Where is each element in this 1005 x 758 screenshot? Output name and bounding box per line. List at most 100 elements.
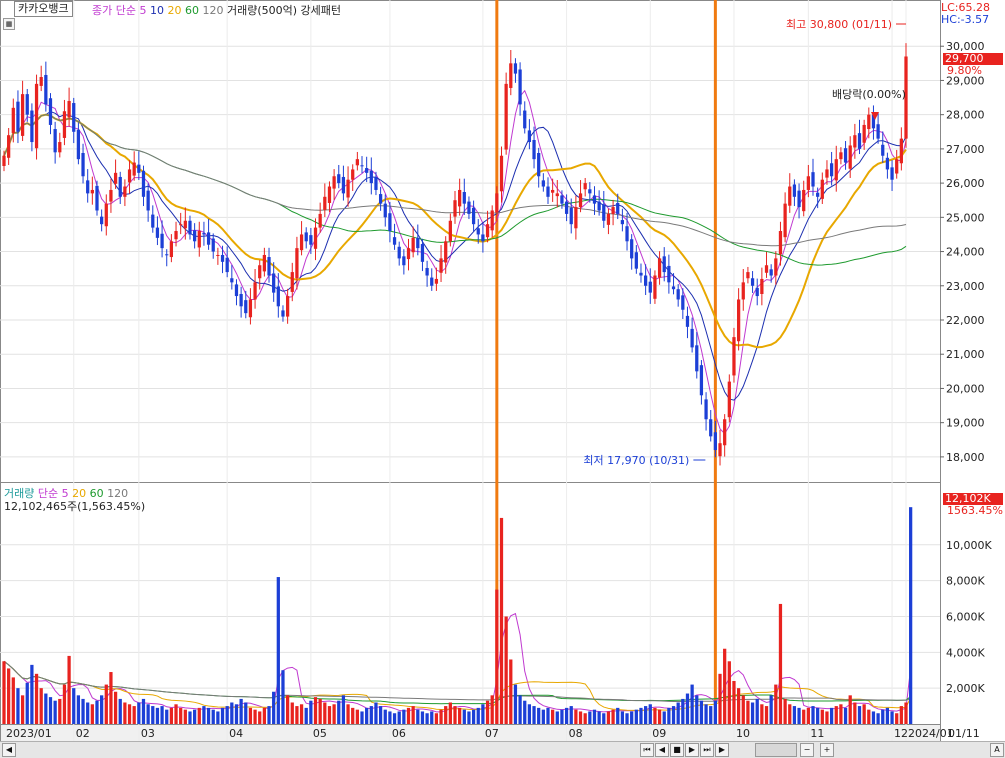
candle-body (546, 186, 550, 197)
candle-body (295, 248, 299, 279)
volume-bar (895, 713, 899, 724)
dividend-marker (871, 112, 879, 120)
candle-body (564, 201, 569, 214)
candle-body (30, 110, 34, 143)
stock-name-box[interactable]: 카카오뱅크 (14, 1, 73, 17)
volume-bar (476, 707, 480, 724)
candle-body (532, 139, 536, 160)
candle-body (183, 220, 187, 229)
volume-legend-ma120: 120 (107, 487, 129, 500)
candle-body (346, 179, 350, 198)
volume-bar (155, 707, 160, 724)
volume-bar (899, 706, 903, 724)
play-button[interactable]: ▶ (685, 743, 699, 757)
volume-bar (583, 713, 587, 724)
volume-bar (746, 700, 750, 724)
candle-body (783, 203, 787, 238)
candle-body (304, 232, 308, 242)
candle-body (323, 196, 327, 210)
candle-body (90, 189, 94, 194)
candle-body (420, 244, 425, 262)
volume-bar (193, 709, 197, 724)
volume-bar (402, 709, 406, 724)
volume-bar (802, 709, 806, 724)
volume-bar (141, 698, 146, 724)
price-tick-label: 18,000 (946, 451, 985, 464)
candle-body (657, 258, 662, 278)
candle-body (318, 213, 322, 228)
candle-body (193, 230, 197, 242)
candle-body (895, 159, 899, 174)
volume-bar (560, 709, 564, 724)
candle-body (862, 124, 866, 143)
event-markers (495, 0, 717, 724)
price-tag: 29,700 (943, 53, 1003, 65)
stop-button[interactable]: ■ (670, 743, 684, 757)
volume-bar (62, 684, 67, 724)
volume-bar (39, 688, 43, 724)
volume-current: 12,102,465주(1,563.45%) (4, 500, 146, 513)
volume-bar (188, 711, 192, 724)
candle-body (904, 56, 908, 139)
auto-button[interactable]: A (990, 743, 1004, 757)
volume-bar (453, 706, 457, 724)
legend-ma10: 10 (149, 4, 164, 17)
volume-bar (258, 711, 262, 724)
volume-bar (634, 709, 638, 724)
volume-bar (718, 673, 722, 724)
price-legend: 종가 단순 5 10 20 60 120 거래량(500억) 강세패턴 (92, 2, 341, 18)
candle-body (713, 432, 717, 451)
settings-grid-icon[interactable]: ▦ (3, 18, 15, 30)
candle-body (123, 186, 127, 197)
candle-body (806, 176, 810, 190)
candle-body (86, 180, 90, 194)
volume-bar (76, 695, 81, 724)
candle-body (430, 277, 434, 286)
zoom-in-button[interactable]: + (820, 743, 834, 757)
candle-body (648, 281, 652, 293)
candle-body (453, 200, 457, 217)
scroll-left-button[interactable]: ◀ (2, 743, 16, 757)
candle-body (332, 176, 336, 189)
volume-bar (499, 517, 504, 724)
candle-body (253, 282, 257, 300)
volume-bar (341, 695, 346, 724)
candle-body (764, 265, 769, 273)
volume-bar (416, 709, 420, 724)
volume-bar (564, 707, 569, 724)
dividend-label: 배당락(0.00%) (832, 88, 906, 101)
candle-body (211, 238, 215, 252)
hc-label: HC:-3.57 (941, 13, 990, 26)
volume-bar (816, 707, 820, 724)
next-button[interactable]: ▶ (715, 743, 729, 757)
candle-body (7, 135, 11, 158)
candle-body (760, 278, 764, 294)
candle-body (206, 232, 211, 245)
candle-body (778, 231, 783, 255)
candle-body (113, 172, 118, 184)
stock-chart[interactable]: 18,000 19,000 20,000 21,000 22,000 23,000 24,0… (0, 0, 1005, 742)
volume-bar (378, 706, 383, 724)
candle-body (588, 189, 592, 194)
volume-bar (723, 648, 727, 724)
volume-tick-label: 2,000K (946, 682, 985, 695)
candle-body (597, 201, 601, 211)
candle-body (290, 272, 294, 292)
zoom-out-button[interactable]: − (800, 743, 814, 757)
last-button[interactable]: ⏭ (700, 743, 714, 757)
candle-body (397, 246, 401, 259)
candle-body (411, 237, 415, 253)
candle-body (81, 152, 85, 177)
prev-button[interactable]: ◀ (655, 743, 669, 757)
candle-body (100, 216, 104, 225)
candle-body (444, 241, 448, 263)
first-button[interactable]: ⏮ (640, 743, 654, 757)
legend-ma20: 20 (167, 4, 182, 17)
volume-bar (90, 704, 94, 724)
candle-body (234, 284, 239, 297)
volume-bar (611, 709, 615, 724)
volume-bar (109, 672, 113, 724)
annotations: 최고 30,800 (01/11) 최저 17,970 (10/31) 배당락(0.… (583, 18, 906, 467)
scroll-thumb[interactable] (755, 743, 797, 757)
candle-body (750, 278, 755, 286)
